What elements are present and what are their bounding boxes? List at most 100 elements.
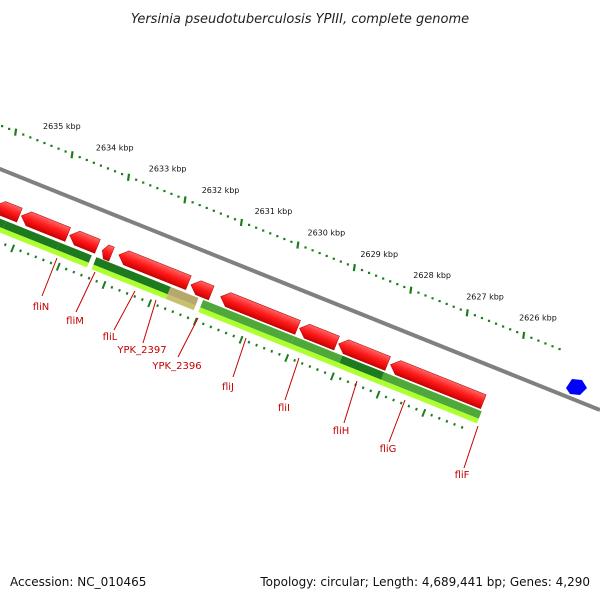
inner-major-tick <box>421 408 427 417</box>
minor-tick <box>509 328 512 331</box>
inner-minor-tick <box>247 340 251 344</box>
cds-feature <box>338 339 391 371</box>
inner-minor-tick <box>445 419 449 423</box>
inner-minor-tick <box>399 401 403 405</box>
gene-leader-line <box>343 380 358 424</box>
inner-minor-tick <box>201 322 205 326</box>
topology-text: Topology: circular; Length: 4,689,441 bp… <box>259 575 590 589</box>
cds-feature <box>69 230 101 254</box>
minor-tick <box>346 263 349 266</box>
inner-minor-tick <box>163 307 167 311</box>
minor-tick <box>325 254 328 258</box>
inner-minor-tick <box>34 255 38 259</box>
gene-block-bottom <box>289 343 340 368</box>
major-tick <box>239 218 244 227</box>
cds-track <box>0 201 487 410</box>
position-marker <box>566 379 587 395</box>
inner-minor-tick <box>125 291 129 295</box>
inner-minor-tick <box>140 298 144 302</box>
gene-block-bottom <box>54 249 89 268</box>
feature-tracks <box>0 201 487 429</box>
map-title: Yersinia pseudotuberculosis YPIII, compl… <box>131 12 469 27</box>
cds-feature <box>102 244 115 262</box>
inner-major-tick <box>284 354 290 363</box>
inner-major-tick <box>147 299 153 308</box>
minor-tick <box>135 178 138 181</box>
minor-tick <box>431 297 434 300</box>
minor-tick <box>382 277 385 280</box>
inner-minor-tick <box>316 368 319 372</box>
inner-minor-tick <box>87 276 91 280</box>
minor-tick <box>389 280 392 283</box>
inner-major-tick <box>192 317 198 326</box>
inner-minor-tick <box>217 328 220 332</box>
gene-leader-line <box>41 257 58 297</box>
inner-minor-tick <box>232 334 236 338</box>
kbp-tick-label: 2627 kbp <box>466 292 504 301</box>
inner-minor-tick <box>19 249 22 253</box>
inner-major-tick <box>329 372 335 381</box>
minor-tick <box>262 229 265 232</box>
gene-label: fliM <box>66 316 84 327</box>
minor-tick <box>120 172 124 176</box>
minor-tick <box>226 215 230 218</box>
inner-minor-tick <box>453 422 456 426</box>
inner-minor-tick <box>41 258 45 262</box>
inner-minor-tick <box>95 279 99 283</box>
inner-minor-tick <box>118 288 121 292</box>
gene-leader-line <box>177 317 199 358</box>
gene-block-bottom <box>337 363 382 385</box>
gene-label: fliN <box>33 302 50 313</box>
kbp-tick-label: 2635 kbp <box>43 122 81 131</box>
inner-minor-tick <box>437 416 441 420</box>
major-tick <box>522 331 526 340</box>
minor-tick <box>502 325 505 328</box>
minor-tick <box>113 170 117 173</box>
minor-tick <box>290 240 293 243</box>
major-tick <box>14 128 18 136</box>
minor-tick <box>311 249 314 252</box>
gene-leader-line <box>388 399 406 443</box>
cds-feature <box>21 211 71 242</box>
inner-minor-tick <box>171 310 175 314</box>
kbp-tick-label: 2634 kbp <box>96 143 134 152</box>
inner-minor-tick <box>209 325 213 329</box>
minor-tick <box>445 302 448 306</box>
minor-tick <box>22 133 25 136</box>
major-tick <box>409 286 413 294</box>
inner-minor-tick <box>369 389 373 393</box>
minor-tick <box>276 235 279 238</box>
gene-leader-line <box>284 357 300 401</box>
kbp-tick-label: 2626 kbp <box>519 314 557 323</box>
inner-minor-tick <box>224 331 228 335</box>
kbp-tick-label: 2632 kbp <box>202 186 240 195</box>
minor-tick <box>494 322 498 325</box>
minor-tick <box>99 164 102 167</box>
gene-block-bottom <box>379 379 479 424</box>
inner-minor-tick <box>3 243 7 247</box>
minor-tick <box>283 237 286 241</box>
inner-major-tick <box>375 390 381 399</box>
kbp-tick-label: 2629 kbp <box>360 250 398 259</box>
minor-tick <box>396 283 399 286</box>
major-tick <box>352 263 356 272</box>
inner-minor-tick <box>361 386 365 390</box>
inner-minor-tick <box>392 398 395 402</box>
minor-tick <box>177 195 180 198</box>
gene-block-top <box>167 286 199 306</box>
minor-tick <box>8 127 11 131</box>
gene-block-bottom <box>165 294 196 311</box>
minor-tick <box>318 252 321 255</box>
minor-tick <box>487 319 491 322</box>
inner-minor-tick <box>49 261 53 265</box>
inner-minor-tick <box>460 425 464 429</box>
inner-minor-tick <box>262 346 266 350</box>
gene-block-top <box>339 355 385 380</box>
minor-tick <box>544 342 547 345</box>
kbp-tick-label: 2628 kbp <box>413 271 451 280</box>
gene-block-top <box>93 257 171 295</box>
kbp-label-group: 2635 kbp 2634 kbp 2633 kbp 2632 kbp 2631 kbp… <box>43 122 557 323</box>
minor-tick <box>269 232 272 235</box>
minor-tick <box>332 257 335 260</box>
